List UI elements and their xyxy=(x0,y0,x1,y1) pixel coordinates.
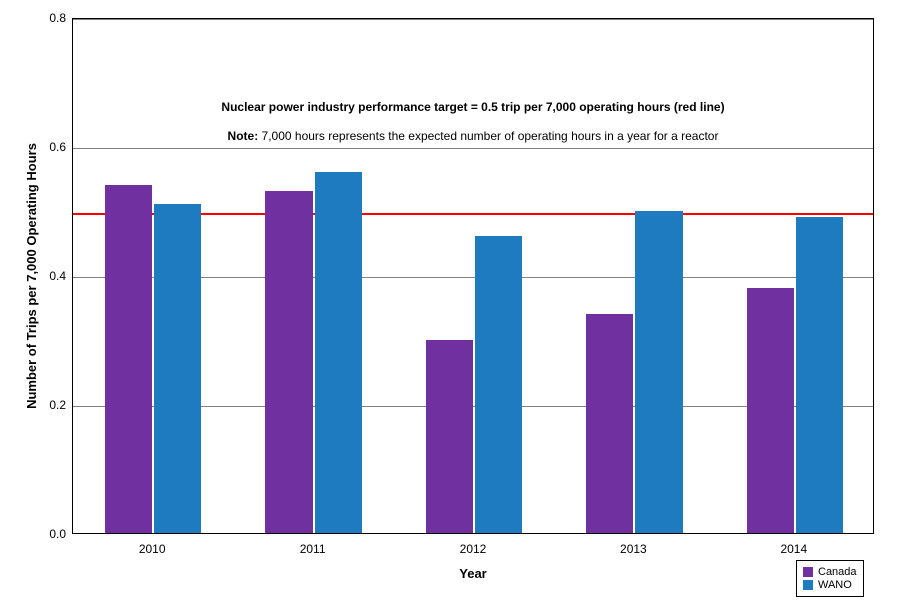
xtick-label: 2012 xyxy=(460,542,487,556)
ytick-label: 0.8 xyxy=(36,11,66,25)
plot-area xyxy=(72,18,874,534)
xtick-label: 2013 xyxy=(620,542,647,556)
gridline xyxy=(73,148,873,149)
bar-canada xyxy=(747,288,794,533)
bar-wano xyxy=(796,217,843,533)
chart-container: Number of Trips per 7,000 Operating Hour… xyxy=(0,0,900,616)
xaxis-title: Year xyxy=(459,566,486,581)
bar-wano xyxy=(635,211,682,534)
annotation-target: Nuclear power industry performance targe… xyxy=(221,100,724,114)
legend-swatch xyxy=(803,580,813,590)
legend-swatch xyxy=(803,567,813,577)
legend-label: Canada xyxy=(818,566,857,578)
bar-canada xyxy=(265,191,312,533)
ytick-label: 0.0 xyxy=(36,527,66,541)
bar-canada xyxy=(105,185,152,533)
bar-canada xyxy=(586,314,633,533)
legend-label: WANO xyxy=(818,579,852,591)
ytick-label: 0.4 xyxy=(36,269,66,283)
bar-canada xyxy=(426,340,473,534)
gridline xyxy=(73,19,873,20)
bar-wano xyxy=(475,236,522,533)
bar-wano xyxy=(315,172,362,533)
bar-wano xyxy=(154,204,201,533)
xtick-label: 2014 xyxy=(780,542,807,556)
annotation-note: Note: 7,000 hours represents the expecte… xyxy=(228,129,719,143)
legend-item: Canada xyxy=(803,566,857,578)
legend: CanadaWANO xyxy=(796,560,864,597)
xtick-label: 2011 xyxy=(300,542,326,556)
xtick-label: 2010 xyxy=(139,542,166,556)
legend-item: WANO xyxy=(803,579,857,591)
ytick-label: 0.6 xyxy=(36,140,66,154)
ytick-label: 0.2 xyxy=(36,398,66,412)
